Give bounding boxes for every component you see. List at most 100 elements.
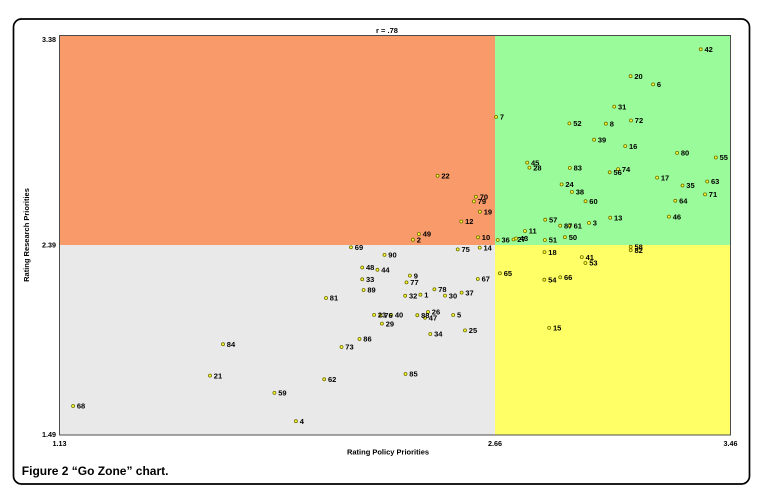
- svg-text:83: 83: [574, 164, 582, 173]
- svg-text:46: 46: [673, 212, 681, 221]
- svg-text:3.46: 3.46: [724, 439, 738, 448]
- svg-text:1.13: 1.13: [53, 439, 67, 448]
- svg-text:40: 40: [395, 311, 403, 320]
- svg-text:34: 34: [434, 330, 443, 339]
- svg-text:63: 63: [711, 177, 719, 186]
- svg-text:66: 66: [564, 273, 572, 282]
- svg-text:67: 67: [482, 275, 490, 284]
- svg-text:55: 55: [720, 153, 728, 162]
- svg-text:35: 35: [686, 181, 694, 190]
- svg-text:75: 75: [462, 245, 470, 254]
- svg-text:52: 52: [573, 119, 581, 128]
- svg-text:12: 12: [465, 217, 473, 226]
- svg-text:88: 88: [421, 311, 429, 320]
- svg-text:17: 17: [661, 173, 669, 182]
- svg-text:6: 6: [657, 80, 661, 89]
- svg-text:71: 71: [709, 190, 717, 199]
- svg-text:72: 72: [635, 116, 643, 125]
- svg-text:31: 31: [618, 102, 626, 111]
- svg-text:69: 69: [355, 243, 363, 252]
- svg-text:1.49: 1.49: [42, 430, 56, 439]
- svg-text:85: 85: [409, 370, 417, 379]
- svg-text:44: 44: [381, 266, 390, 275]
- svg-text:64: 64: [679, 197, 688, 206]
- svg-text:Rating Policy Priorities: Rating Policy Priorities: [347, 448, 429, 457]
- svg-text:79: 79: [478, 197, 486, 206]
- svg-text:20: 20: [634, 72, 642, 81]
- svg-text:47: 47: [429, 314, 437, 323]
- svg-text:37: 37: [465, 288, 473, 297]
- svg-text:Rating Research Priorities: Rating Research Priorities: [22, 188, 31, 282]
- svg-text:65: 65: [504, 269, 512, 278]
- svg-text:9: 9: [414, 271, 418, 280]
- svg-text:7: 7: [500, 113, 504, 122]
- svg-text:90: 90: [388, 251, 396, 260]
- svg-text:51: 51: [549, 236, 557, 245]
- svg-text:5: 5: [457, 311, 461, 320]
- svg-text:11: 11: [529, 227, 537, 236]
- svg-text:32: 32: [409, 292, 417, 301]
- svg-text:76: 76: [384, 311, 392, 320]
- svg-text:r = .78: r = .78: [376, 26, 398, 35]
- svg-text:56: 56: [614, 168, 622, 177]
- svg-text:36: 36: [502, 236, 510, 245]
- svg-text:Figure 2 “Go Zone” chart.: Figure 2 “Go Zone” chart.: [22, 464, 169, 478]
- svg-text:42: 42: [705, 45, 713, 54]
- svg-text:21: 21: [214, 371, 222, 380]
- svg-text:33: 33: [366, 275, 374, 284]
- svg-text:13: 13: [614, 213, 622, 222]
- svg-text:2: 2: [417, 235, 421, 244]
- svg-text:30: 30: [449, 291, 457, 300]
- svg-text:8: 8: [610, 119, 614, 128]
- svg-text:60: 60: [589, 197, 597, 206]
- svg-text:68: 68: [77, 402, 85, 411]
- svg-text:41: 41: [586, 253, 594, 262]
- svg-text:1: 1: [424, 290, 428, 299]
- svg-text:4: 4: [300, 417, 305, 426]
- svg-text:39: 39: [598, 135, 606, 144]
- svg-text:10: 10: [482, 233, 490, 242]
- svg-text:58: 58: [635, 243, 643, 252]
- svg-text:86: 86: [363, 335, 371, 344]
- svg-text:3: 3: [593, 219, 597, 228]
- svg-text:62: 62: [328, 375, 336, 384]
- svg-text:77: 77: [410, 278, 418, 287]
- svg-text:73: 73: [345, 343, 353, 352]
- svg-text:27: 27: [517, 235, 525, 244]
- svg-text:15: 15: [553, 324, 561, 333]
- svg-text:24: 24: [565, 180, 574, 189]
- svg-text:78: 78: [438, 285, 446, 294]
- svg-text:84: 84: [227, 340, 236, 349]
- svg-text:19: 19: [484, 207, 492, 216]
- svg-text:89: 89: [367, 286, 375, 295]
- svg-text:43: 43: [520, 234, 528, 243]
- svg-text:3.38: 3.38: [42, 35, 56, 44]
- svg-text:50: 50: [569, 233, 577, 242]
- svg-text:28: 28: [533, 163, 541, 172]
- svg-text:38: 38: [576, 188, 584, 197]
- svg-text:59: 59: [278, 389, 286, 398]
- svg-text:81: 81: [330, 294, 338, 303]
- svg-text:14: 14: [484, 243, 493, 252]
- svg-text:26: 26: [432, 308, 440, 317]
- svg-text:54: 54: [548, 275, 557, 284]
- svg-text:48: 48: [366, 263, 374, 272]
- svg-text:29: 29: [386, 319, 394, 328]
- svg-text:25: 25: [469, 326, 477, 335]
- svg-text:74: 74: [622, 165, 631, 174]
- svg-text:80: 80: [681, 149, 689, 158]
- svg-text:57: 57: [549, 215, 557, 224]
- svg-text:45: 45: [531, 158, 539, 167]
- svg-text:87: 87: [564, 221, 572, 230]
- svg-text:2.39: 2.39: [42, 241, 56, 250]
- svg-text:16: 16: [629, 142, 637, 151]
- svg-text:53: 53: [589, 259, 597, 268]
- svg-text:22: 22: [441, 172, 449, 181]
- svg-text:2.66: 2.66: [488, 439, 502, 448]
- svg-text:49: 49: [423, 230, 431, 239]
- svg-text:70: 70: [480, 193, 488, 202]
- svg-text:82: 82: [635, 246, 643, 255]
- svg-text:61: 61: [574, 222, 582, 231]
- svg-text:23: 23: [378, 311, 386, 320]
- svg-text:18: 18: [548, 248, 556, 257]
